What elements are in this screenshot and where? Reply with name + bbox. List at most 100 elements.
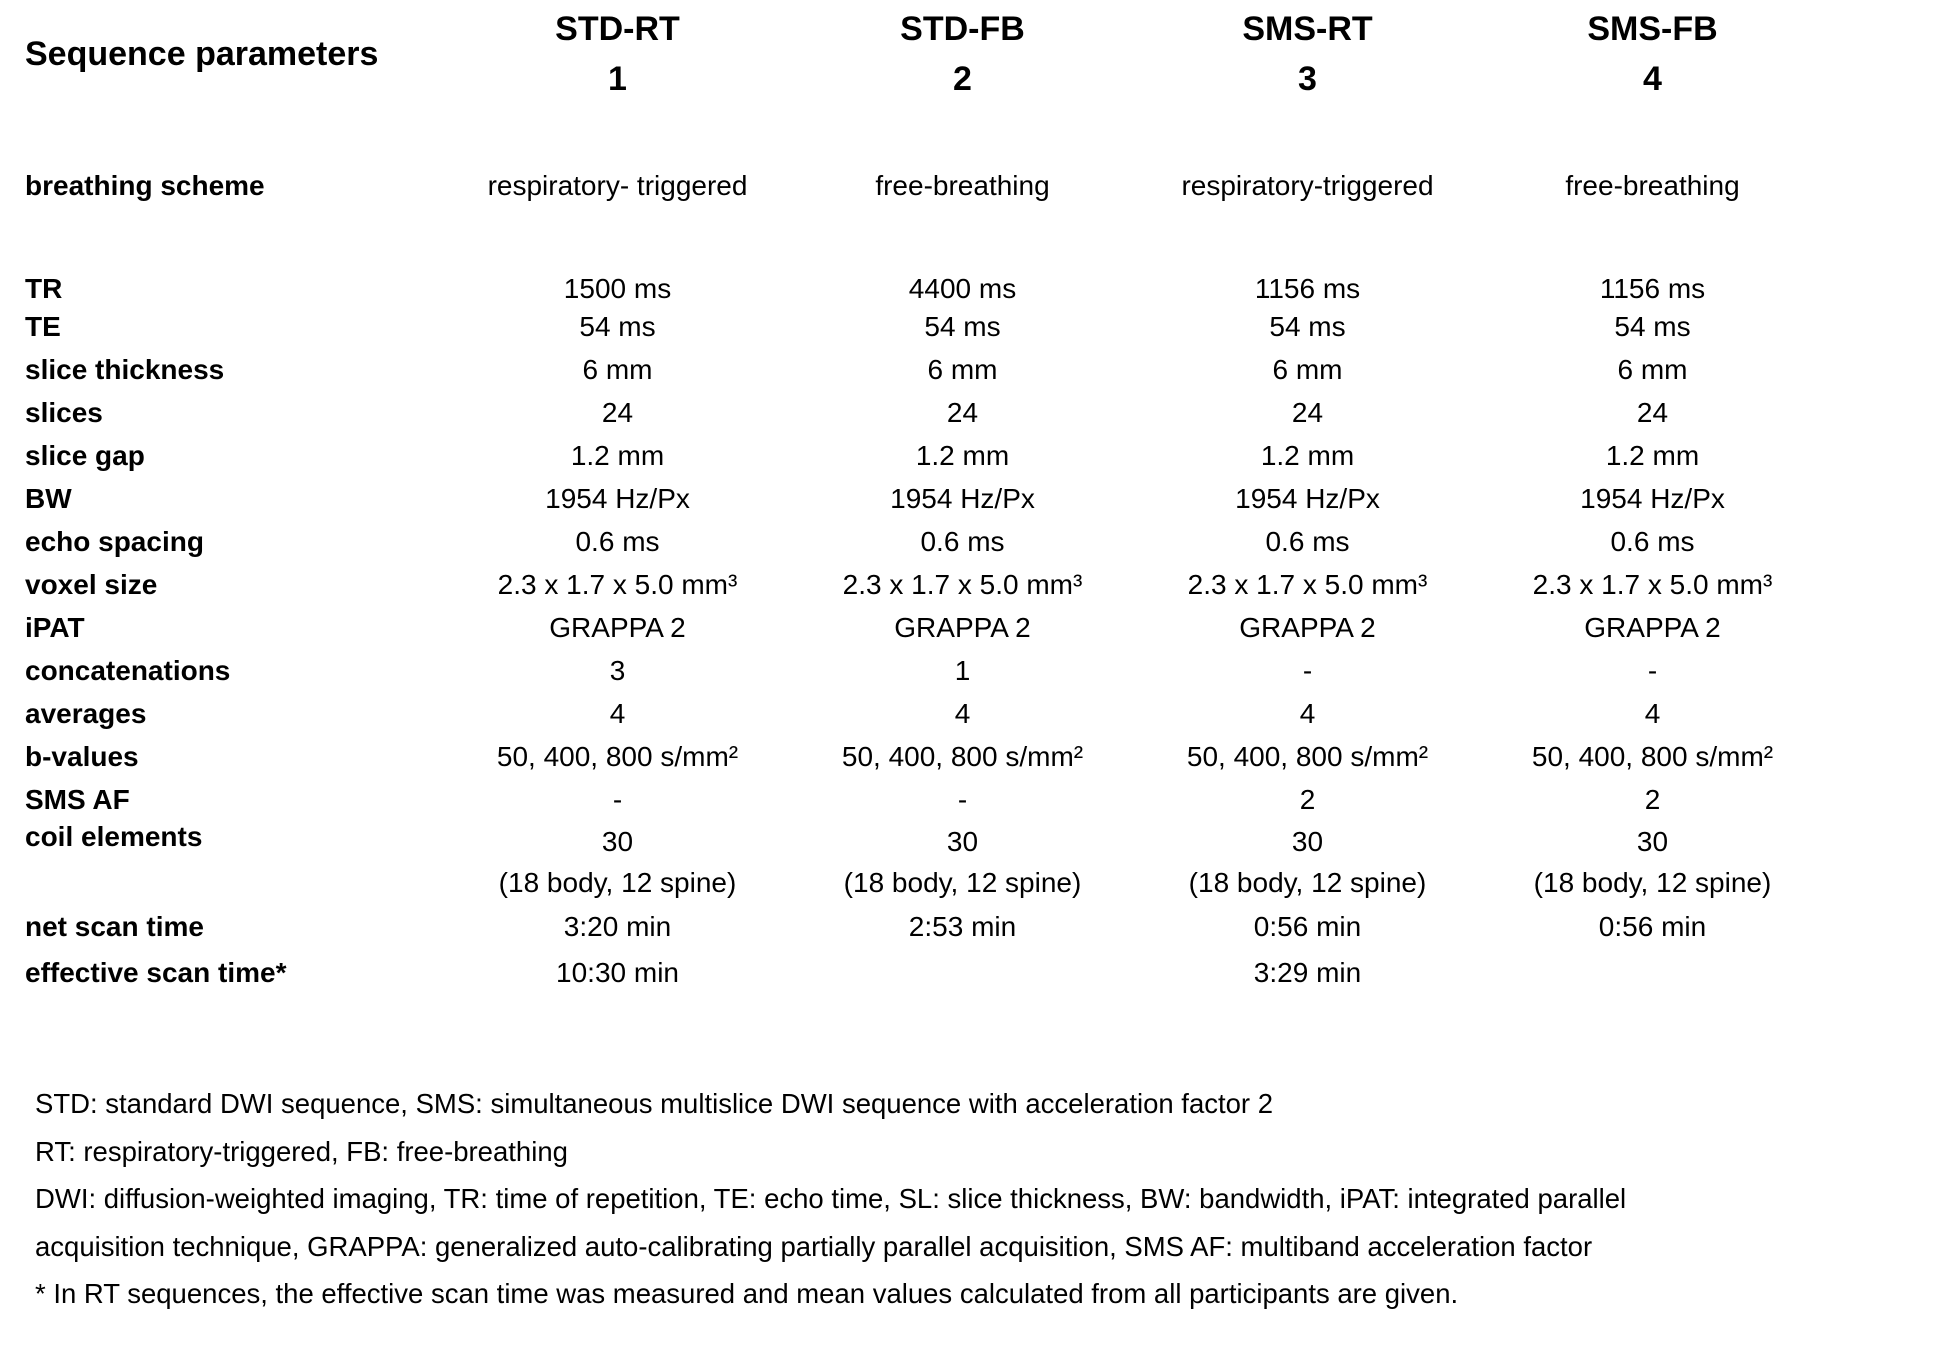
footnote-line: acquisition technique, GRAPPA: generaliz… xyxy=(35,1230,1593,1262)
table-cell: GRAPPA 2 xyxy=(894,611,1031,643)
table-cell: 2 xyxy=(1299,783,1316,815)
table-cell: 3:29 min xyxy=(1253,956,1362,988)
table-cell: GRAPPA 2 xyxy=(549,611,686,643)
column-header-sms-rt: SMS-RT 3 xyxy=(1135,4,1480,104)
footnote-line: RT: respiratory-triggered, FB: free-brea… xyxy=(35,1135,568,1167)
table-cell: 4 xyxy=(609,697,626,729)
table-cell: 6 mm xyxy=(1617,353,1688,385)
table-cell: 0:56 min xyxy=(1598,911,1707,942)
table-cell: 24 xyxy=(1291,396,1324,428)
table-cell: - xyxy=(612,783,623,815)
cell-subvalue: (18 body, 12 spine) xyxy=(843,867,1082,898)
table-row: TE 54 ms 54 ms 54 ms 54 ms xyxy=(25,305,1825,348)
table-cell: 1156 ms xyxy=(1599,273,1706,304)
footnote-line: DWI: diffusion-weighted imaging, TR: tim… xyxy=(35,1183,1627,1214)
table-cell xyxy=(790,951,1135,994)
table-cell: 24 xyxy=(1636,396,1669,428)
table-cell: 1954 Hz/Px xyxy=(1580,482,1725,514)
cell-subvalue: (18 body, 12 spine) xyxy=(498,867,737,898)
table-cell: 50, 400, 800 s/mm² xyxy=(1531,740,1774,772)
table-cell: - xyxy=(957,783,968,815)
table-cell: 6 mm xyxy=(582,353,653,385)
column-name: SMS-RT xyxy=(1242,10,1373,48)
cell-value: 30 xyxy=(946,826,979,857)
table-row: effective scan time* 10:30 min 3:29 min xyxy=(25,951,1825,994)
row-label: TE xyxy=(25,310,61,342)
table-cell: 0.6 ms xyxy=(575,525,660,557)
table-cell: 4 xyxy=(1299,697,1316,729)
table-cell: 3:20 min xyxy=(563,911,672,942)
table-cell: 4 xyxy=(1644,697,1661,729)
table-cell: 54 ms xyxy=(579,310,656,342)
table-cell: 4400 ms xyxy=(908,273,1017,304)
table-header-row: Sequence parameters STD-RT 1 STD-FB 2 SM… xyxy=(25,4,1825,104)
table-cell: 3 xyxy=(609,654,626,686)
table-row: voxel size 2.3 x 1.7 x 5.0 mm³ 2.3 x 1.7 x… xyxy=(25,563,1825,606)
column-number: 2 xyxy=(953,60,972,98)
row-label: net scan time xyxy=(25,911,204,942)
table-cell: 1.2 mm xyxy=(570,439,665,471)
table-row: slice thickness 6 mm 6 mm 6 mm 6 mm xyxy=(25,348,1825,391)
table-row: b-values 50, 400, 800 s/mm² 50, 400, 800 s… xyxy=(25,735,1825,778)
table-cell: 30 (18 body, 12 spine) xyxy=(790,821,1135,903)
spacer-cell xyxy=(25,104,1825,152)
table-row: averages 4 4 4 4 xyxy=(25,692,1825,735)
table-cell: 24 xyxy=(601,396,634,428)
table-cell: free-breathing xyxy=(875,170,1050,201)
row-label: b-values xyxy=(25,740,139,772)
table-cell: 2:53 min xyxy=(908,911,1017,942)
table-cell: 1500 ms xyxy=(563,273,672,304)
column-name: SMS-FB xyxy=(1587,10,1718,48)
cell-subvalue: (18 body, 12 spine) xyxy=(1188,867,1427,898)
table-row: breathing scheme respiratory- triggered fr… xyxy=(25,152,1825,220)
table-cell: 0.6 ms xyxy=(1610,525,1695,557)
table-cell: 1.2 mm xyxy=(915,439,1010,471)
sequence-parameters-table: Sequence parameters STD-RT 1 STD-FB 2 SM… xyxy=(25,4,1825,994)
row-label: concatenations xyxy=(25,654,231,686)
row-label: slice thickness xyxy=(25,353,225,385)
footnote-line: * In RT sequences, the effective scan ti… xyxy=(35,1278,1459,1309)
table-cell: - xyxy=(1647,654,1658,686)
row-label: TR xyxy=(25,273,63,304)
column-number: 1 xyxy=(608,60,627,98)
table-cell: 2.3 x 1.7 x 5.0 mm³ xyxy=(1532,568,1773,600)
table-cell: 30 (18 body, 12 spine) xyxy=(1480,821,1825,903)
column-name: STD-RT xyxy=(555,10,680,48)
table-cell: 30 (18 body, 12 spine) xyxy=(445,821,790,903)
table-row: SMS AF - - 2 2 xyxy=(25,778,1825,821)
cell-value: 30 xyxy=(601,826,634,857)
table-cell: 2.3 x 1.7 x 5.0 mm³ xyxy=(1187,568,1428,600)
row-label: BW xyxy=(25,482,72,514)
table-cell: 2 xyxy=(1644,783,1661,815)
table-cell: - xyxy=(1302,654,1313,686)
table-cell: 6 mm xyxy=(927,353,998,385)
table-row: coil elements 30 (18 body, 12 spine) 30 (18 … xyxy=(25,821,1825,903)
table-row: BW 1954 Hz/Px 1954 Hz/Px 1954 Hz/Px 1954 Hz/… xyxy=(25,477,1825,520)
table-cell: 54 ms xyxy=(1614,310,1691,342)
column-header-sms-fb: SMS-FB 4 xyxy=(1480,4,1825,104)
table-cell: respiratory- triggered xyxy=(487,170,748,201)
table-row: TR 1500 ms 4400 ms 1156 ms 1156 ms xyxy=(25,220,1825,305)
table-cell: 4 xyxy=(954,697,971,729)
table-cell: 6 mm xyxy=(1272,353,1343,385)
table-cell: 54 ms xyxy=(924,310,1001,342)
row-label: echo spacing xyxy=(25,525,204,557)
column-name: STD-FB xyxy=(900,10,1025,48)
table-cell: 50, 400, 800 s/mm² xyxy=(496,740,739,772)
row-label: iPAT xyxy=(25,611,85,643)
table-row: iPAT GRAPPA 2 GRAPPA 2 GRAPPA 2 GRAPPA 2 xyxy=(25,606,1825,649)
table-footnotes: STD: standard DWI sequence, SMS: simulta… xyxy=(35,1080,1915,1318)
table-cell: 2.3 x 1.7 x 5.0 mm³ xyxy=(497,568,738,600)
table-row: echo spacing 0.6 ms 0.6 ms 0.6 ms 0.6 ms xyxy=(25,520,1825,563)
spacer-row xyxy=(25,104,1825,152)
table-cell: 1954 Hz/Px xyxy=(545,482,690,514)
table-body: breathing scheme respiratory- triggered fr… xyxy=(25,104,1825,994)
column-number: 4 xyxy=(1643,60,1662,98)
row-label: SMS AF xyxy=(25,783,130,815)
row-label: effective scan time* xyxy=(25,956,287,988)
table-cell: 54 ms xyxy=(1269,310,1346,342)
table-cell: 50, 400, 800 s/mm² xyxy=(841,740,1084,772)
table-header-label: Sequence parameters xyxy=(25,34,379,73)
table-row: net scan time 3:20 min 2:53 min 0:56 min 0:5… xyxy=(25,903,1825,951)
